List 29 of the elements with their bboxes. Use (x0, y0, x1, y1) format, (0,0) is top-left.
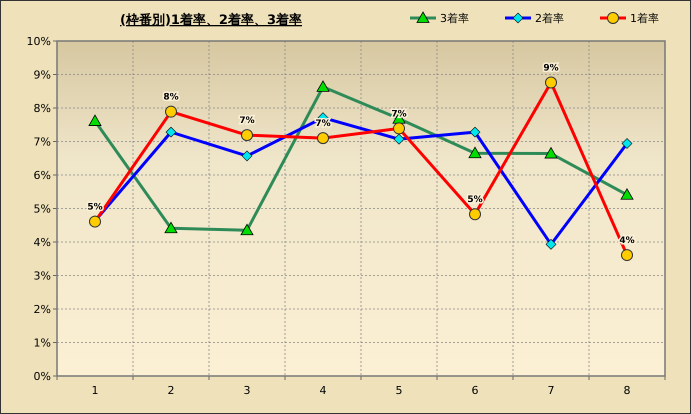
y-tick-label: 7% (34, 136, 51, 148)
chart-title: (枠番別)1着率、2着率、3着率 (120, 12, 302, 28)
y-tick-label: 6% (34, 169, 51, 182)
x-tick-label: 5 (396, 384, 402, 397)
y-tick-label: 5% (34, 202, 51, 216)
x-tick-label: 8 (624, 384, 630, 397)
x-tick-label: 4 (320, 384, 326, 397)
x-tick-label: 6 (472, 384, 478, 397)
data-label: 5% (467, 195, 483, 206)
x-tick-label: 2 (168, 384, 174, 397)
y-tick-label: 4% (34, 236, 51, 249)
data-label: 8% (163, 92, 179, 103)
x-tick-label: 1 (92, 384, 98, 397)
y-tick-label: 0% (34, 370, 51, 383)
y-tick-label: 10% (26, 35, 51, 48)
y-tick-label: 8% (34, 102, 51, 115)
y-tick-label: 3% (34, 270, 51, 282)
legend-label: 3着率 (440, 12, 469, 25)
y-tick-label: 2% (34, 303, 51, 316)
legend-label: 1着率 (630, 12, 659, 25)
legend-label: 2着率 (535, 12, 564, 25)
y-tick-label: 9% (34, 68, 51, 82)
data-label: 9% (543, 64, 559, 74)
x-tick-label: 3 (244, 384, 250, 397)
data-label: 5% (87, 202, 103, 213)
x-tick-label: 7 (548, 384, 554, 397)
data-label: 7% (239, 116, 255, 126)
data-label: 7% (315, 119, 331, 130)
y-tick-label: 1% (34, 336, 51, 350)
